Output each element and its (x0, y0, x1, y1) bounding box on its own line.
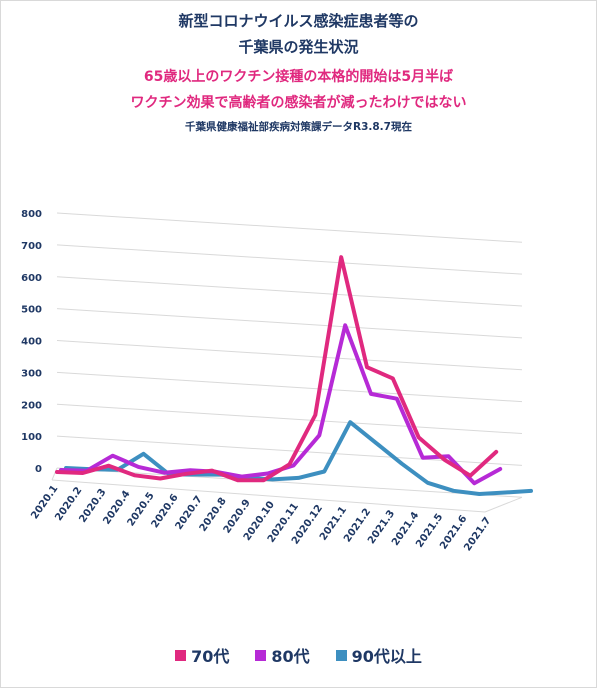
series-2-point-18 (529, 489, 533, 493)
series-1-point-10 (317, 433, 321, 437)
series-0-point-2 (107, 464, 111, 468)
series-0-point-6 (210, 469, 214, 473)
gridline-0 (56, 467, 523, 498)
series-0-point-14 (417, 435, 421, 439)
series-0-point-7 (236, 478, 240, 482)
series-1-point-4 (162, 471, 166, 475)
gridline-800 (56, 212, 523, 243)
series-2-point-16 (477, 492, 481, 496)
series-1-point-3 (137, 465, 140, 469)
series-2-point-17 (503, 491, 507, 494)
series-0-point-3 (133, 473, 136, 477)
series-1-point-2 (111, 454, 115, 458)
y-tick-label-700: 700 (21, 241, 42, 252)
series-2-point-14 (426, 481, 430, 485)
series-2-point-13 (400, 462, 404, 466)
series-0-point-4 (158, 477, 162, 480)
series-1-point-8 (266, 472, 270, 475)
legend-label-70s: 70代 (191, 647, 230, 666)
series-0-point-5 (184, 472, 188, 476)
legend-swatch-80s (255, 649, 267, 661)
gridline-600 (56, 276, 523, 307)
chart-legend: 70代 80代 90代以上 (0, 643, 597, 667)
series-2-point-3 (142, 452, 145, 456)
series-1-point-11 (343, 323, 347, 327)
legend-label-80s: 80代 (271, 647, 310, 666)
y-tick-label-100: 100 (21, 432, 42, 443)
legend-label-90s: 90代以上 (351, 647, 422, 666)
series-1-point-14 (421, 456, 425, 460)
series-0-point-9 (288, 462, 291, 466)
y-tick-label-500: 500 (21, 305, 42, 316)
legend-swatch-70s (175, 649, 187, 661)
floor-right-edge (484, 496, 523, 513)
series-0-point-13 (391, 376, 395, 380)
gridline-700 (56, 244, 523, 275)
floor-front-edge (51, 479, 486, 513)
series-1-point-16 (472, 481, 476, 485)
legend-item-70s: 70代 (175, 643, 229, 667)
y-tick-label-600: 600 (21, 273, 42, 284)
series-1-point-5 (188, 468, 192, 472)
series-2-point-10 (322, 470, 326, 473)
y-tick-label-400: 400 (21, 337, 42, 348)
series-1-point-15 (447, 454, 450, 458)
series-0-point-8 (262, 478, 266, 482)
chart-source-note: 千葉県健康福祉部疾病対策課データR3.8.7現在 (185, 121, 412, 133)
y-tick-label-0: 0 (35, 464, 42, 475)
series-0-point-15 (443, 458, 446, 462)
series-0-point-17 (494, 450, 498, 454)
series-0-point-12 (365, 365, 369, 369)
legend-swatch-90s (335, 649, 347, 661)
series-2-point-12 (374, 441, 378, 445)
series-0-point-0 (55, 470, 59, 474)
floor-left-edge (51, 467, 58, 481)
chart-subtitle-line2: ワクチン効果で高齢者の感染者が減ったわけではない (130, 95, 467, 111)
series-2-point-9 (297, 476, 300, 480)
chart-subtitle-line1: 65歳以上のワクチン接種の本格的開始は5月半ば (143, 69, 454, 85)
series-1-point-13 (395, 397, 399, 401)
y-tick-label-300: 300 (21, 368, 42, 379)
series-2-point-15 (452, 489, 455, 493)
series-0-point-1 (81, 471, 85, 475)
y-tick-label-200: 200 (21, 400, 42, 411)
series-1-point-12 (369, 392, 373, 396)
series-0-point-11 (339, 255, 343, 259)
legend-item-90s: 90代以上 (335, 643, 422, 667)
series-2-point-8 (271, 477, 275, 481)
gridline-200 (56, 403, 523, 435)
series-2-point-11 (348, 420, 352, 424)
gridline-300 (56, 371, 523, 403)
series-line-0 (55, 255, 499, 483)
chart-title-line2: 千葉県の発生状況 (238, 38, 359, 56)
gridline-400 (56, 340, 523, 371)
gridline-500 (56, 308, 523, 339)
chart-title-line1: 新型コロナウイルス感染症患者等の (178, 12, 419, 30)
y-tick-label-800: 800 (21, 209, 42, 220)
series-0-point-10 (313, 413, 317, 417)
series-0-point-16 (468, 474, 472, 478)
legend-item-80s: 80代 (255, 643, 310, 667)
series-1-point-17 (498, 467, 502, 471)
series-1-point-9 (292, 464, 295, 467)
series-1-point-7 (240, 475, 244, 479)
